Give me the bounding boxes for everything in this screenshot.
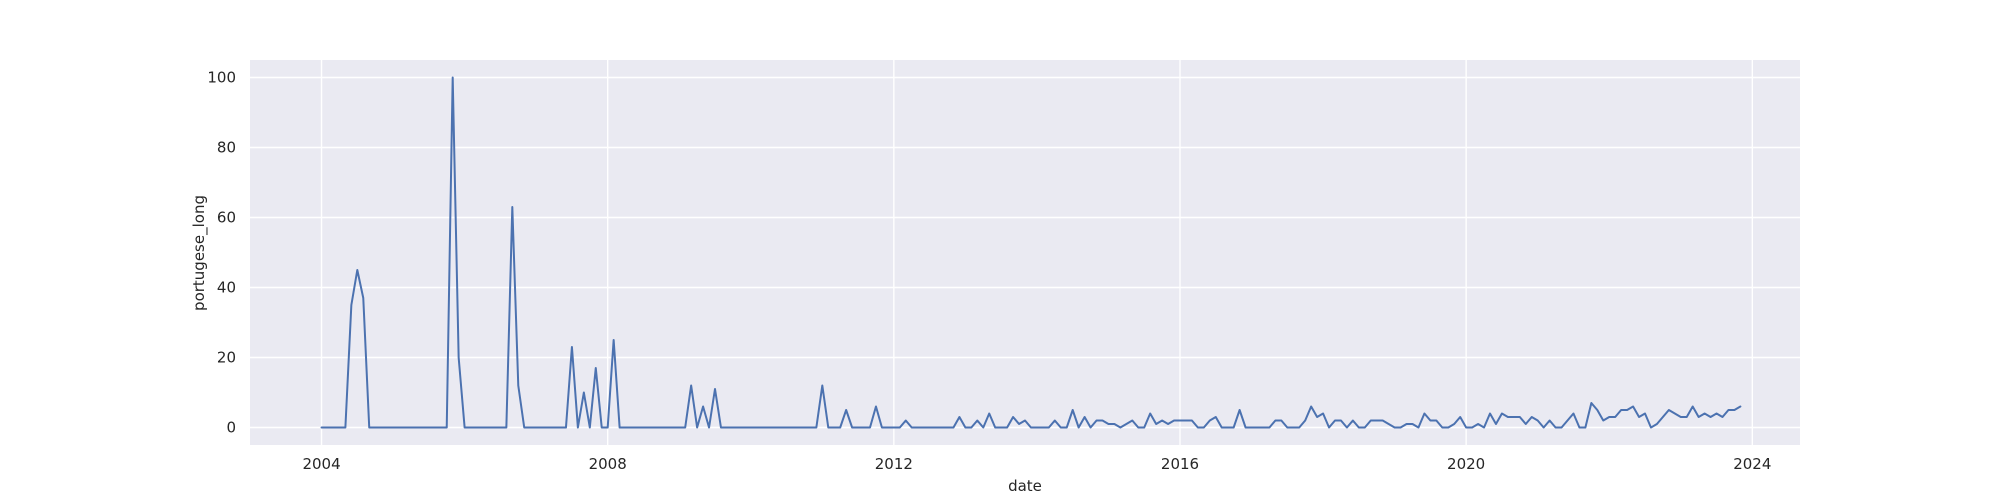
series-layer xyxy=(320,76,1742,429)
y-tick-label: 100 xyxy=(207,69,236,87)
y-tick-label: 80 xyxy=(217,139,236,157)
y-tick-labels: 0 20 40 60 80 100 xyxy=(207,69,236,437)
x-tick-label: 2004 xyxy=(302,455,340,473)
x-tick-labels: 2004 2008 2012 2016 2020 2024 xyxy=(302,455,1771,473)
x-tick-label: 2020 xyxy=(1447,455,1485,473)
y-tick-label: 20 xyxy=(217,349,236,367)
y-tick-label: 60 xyxy=(217,209,236,227)
x-tick-label: 2008 xyxy=(589,455,627,473)
y-tick-label: 0 xyxy=(226,419,236,437)
x-tick-label: 2012 xyxy=(875,455,913,473)
x-axis-label: date xyxy=(1008,477,1042,495)
y-tick-label: 40 xyxy=(217,279,236,297)
series-line xyxy=(320,76,1742,429)
x-tick-label: 2016 xyxy=(1161,455,1199,473)
plot-area xyxy=(250,60,1800,445)
x-tick-label: 2024 xyxy=(1733,455,1771,473)
y-axis-label: portugese_long xyxy=(190,195,209,311)
